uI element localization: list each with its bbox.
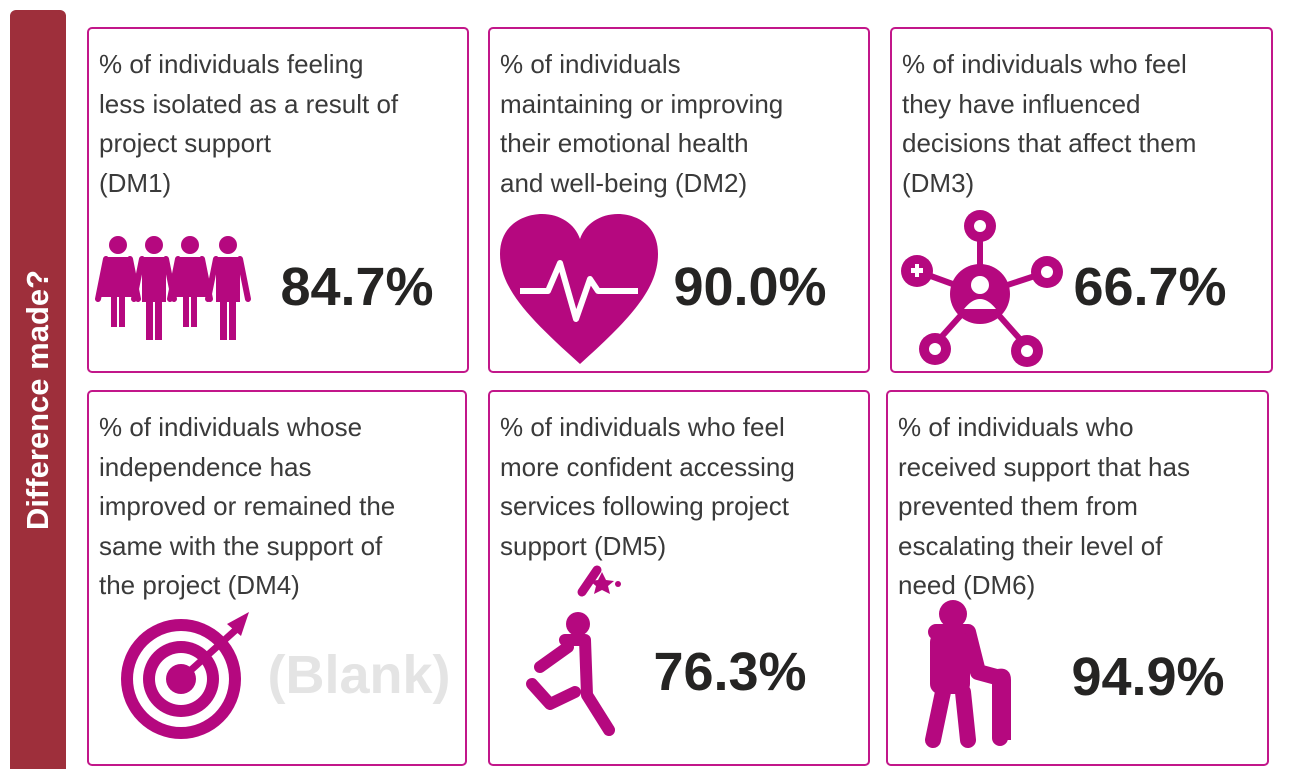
label-line: prevented them from — [898, 491, 1138, 521]
card-label: % of individuals who feel they have influ… — [902, 45, 1196, 203]
kpi-card: % of individuals maintaining or improving… — [488, 27, 870, 373]
kpi-card: % of individuals feeling less isolated as… — [87, 27, 469, 373]
card-label: % of individuals whose independence has im… — [99, 408, 395, 606]
sidebar: Difference made? — [10, 10, 66, 769]
label-line: decisions that affect them — [902, 128, 1197, 158]
card-icon — [121, 612, 249, 739]
label-line: project support — [99, 128, 271, 158]
label-line: same with the support of — [99, 530, 383, 561]
card-value: 90.0% — [673, 257, 827, 317]
label-line: need (DM6) — [898, 570, 1036, 600]
label-line: they have influenced — [902, 88, 1141, 119]
card-label: % of individuals who received support tha… — [898, 408, 1190, 606]
label-line: less isolated as a result of — [99, 88, 399, 119]
kpi-card: % of individuals who feel they have influ… — [890, 27, 1273, 373]
card-value: 66.7% — [1073, 257, 1227, 317]
label-line: % of individuals whose — [99, 412, 363, 442]
label-line: maintaining or improving — [500, 88, 784, 119]
card-value: (Blank) — [267, 645, 451, 705]
label-line: more confident accessing — [500, 451, 795, 482]
label-line: % of individuals feeling — [99, 49, 364, 79]
card-label: % of individuals maintaining or improving… — [500, 45, 783, 203]
kpi-card: % of individuals whose independence has im… — [87, 390, 467, 766]
card-label: % of individuals feeling less isolated as… — [99, 45, 398, 203]
label-line: the project (DM4) — [99, 570, 300, 600]
label-line: support (DM5) — [500, 530, 667, 561]
label-line: their emotional health — [500, 128, 749, 158]
label-line: % of individuals — [500, 49, 681, 79]
card-value: 76.3% — [653, 642, 807, 702]
card-label: % of individuals who feel more confident … — [500, 408, 795, 566]
card-icon — [901, 210, 1063, 367]
kpi-card: % of individuals who feel more confident … — [488, 390, 870, 766]
card-icon — [500, 214, 658, 364]
card-icon — [95, 236, 251, 340]
label-line: % of individuals who feel — [500, 412, 785, 442]
card-icon — [925, 600, 1011, 748]
label-line: received support that has — [898, 451, 1190, 482]
label-line: and well-being (DM2) — [500, 167, 748, 198]
label-line: (DM3) — [902, 167, 975, 198]
label-line: improved or remained the — [99, 491, 396, 521]
label-line: independence has — [99, 451, 312, 482]
card-value: 94.9% — [1071, 647, 1225, 707]
label-line: services following project — [500, 491, 790, 521]
label-line: escalating their level of — [898, 530, 1163, 561]
card-value: 84.7% — [280, 257, 434, 317]
card-icon — [526, 565, 621, 736]
sidebar-title: Difference made? — [20, 269, 55, 531]
label-line: % of individuals who feel — [902, 49, 1187, 79]
label-line: % of individuals who — [898, 412, 1134, 442]
label-line: (DM1) — [99, 167, 172, 198]
kpi-card: % of individuals who received support tha… — [886, 390, 1269, 766]
